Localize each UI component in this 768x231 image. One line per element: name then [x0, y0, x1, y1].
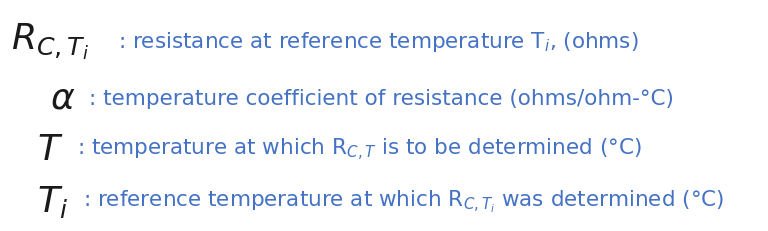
Text: : temperature at which R$_{C,T}$ is to be determined (°C): : temperature at which R$_{C,T}$ is to b… — [77, 136, 642, 162]
Text: : temperature coefficient of resistance (ohms/ohm-°C): : temperature coefficient of resistance … — [89, 88, 674, 108]
Text: $T_i$: $T_i$ — [37, 183, 68, 219]
Text: $\alpha$: $\alpha$ — [50, 81, 75, 115]
Text: : reference temperature at which R$_{C,T_i}$ was determined (°C): : reference temperature at which R$_{C,T… — [83, 188, 724, 214]
Text: $R_{C,T_i}$: $R_{C,T_i}$ — [11, 21, 89, 62]
Text: $T$: $T$ — [37, 132, 63, 166]
Text: : resistance at reference temperature T$_{i}$, (ohms): : resistance at reference temperature T$… — [118, 30, 638, 54]
